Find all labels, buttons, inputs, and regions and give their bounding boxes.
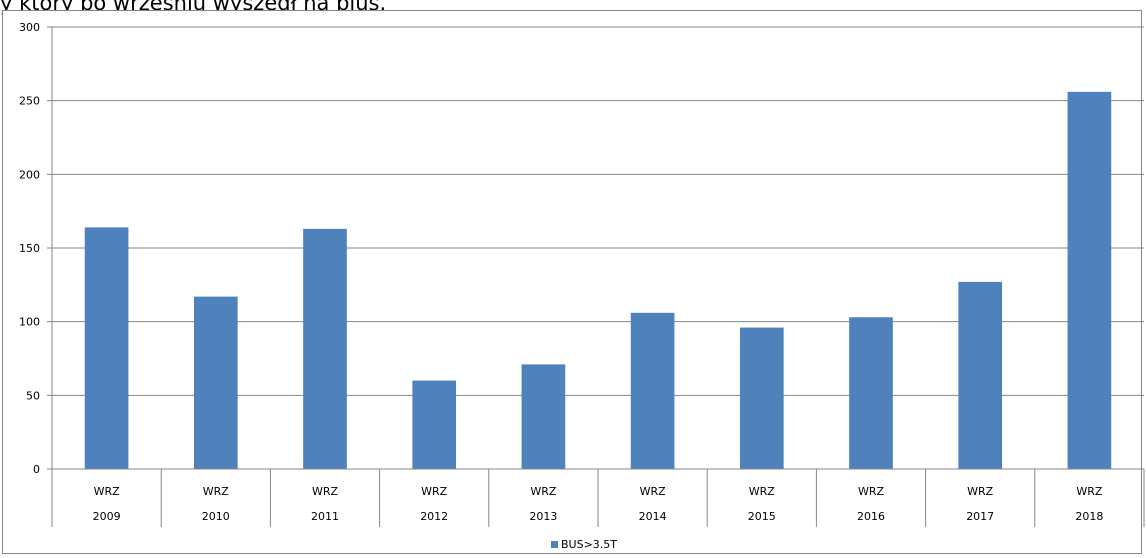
x-tick-label-month: WRZ: [312, 485, 339, 498]
bar: [303, 228, 347, 469]
x-tick-label-month: WRZ: [858, 485, 885, 498]
bar: [193, 296, 238, 469]
y-tick-label: 50: [26, 389, 40, 402]
x-tick-label-year: 2017: [966, 510, 994, 523]
x-tick-label-year: 2013: [529, 510, 557, 523]
x-tick-label-month: WRZ: [421, 485, 448, 498]
y-tick-label: 0: [33, 463, 40, 476]
legend-label: BUS>3.5T: [561, 538, 617, 551]
y-tick-label: 150: [19, 242, 40, 255]
x-tick-label-year: 2009: [93, 510, 121, 523]
bar: [1067, 91, 1112, 470]
bar: [630, 312, 675, 469]
x-tick-label-year: 2016: [857, 510, 885, 523]
y-tick-label: 100: [19, 316, 40, 329]
x-tick-label-year: 2012: [420, 510, 448, 523]
x-tick-label-year: 2018: [1075, 510, 1103, 523]
x-tick-label-year: 2015: [748, 510, 776, 523]
x-tick-label-month: WRZ: [749, 485, 776, 498]
category-table: WRZ 2009 WRZ 2010 WRZ 2011 WRZ 2012 WRZ 2013 WRZ 20…: [51, 469, 1145, 527]
bar: [849, 317, 893, 469]
x-tick-label-month: WRZ: [640, 485, 667, 498]
bar: [521, 364, 566, 469]
y-tick-label: 300: [19, 21, 40, 34]
bar: [412, 380, 457, 469]
x-tick-label-month: WRZ: [530, 485, 557, 498]
y-tick-label: 200: [19, 168, 40, 181]
legend: BUS>3.5T: [551, 538, 617, 551]
x-tick-label-month: WRZ: [203, 485, 230, 498]
y-tick-label: 250: [19, 95, 40, 108]
x-tick-label-year: 2010: [202, 510, 230, 523]
legend-swatch: [551, 541, 558, 548]
x-tick-label-year: 2011: [311, 510, 339, 523]
x-tick-label-year: 2014: [639, 510, 667, 523]
bars: [84, 91, 1112, 470]
bar: [958, 281, 1003, 469]
bar: [739, 327, 784, 469]
x-tick-label-month: WRZ: [1076, 485, 1103, 498]
bar: [84, 227, 129, 469]
y-tick-labels: 0 50 100 150 200 250 300: [19, 21, 40, 476]
x-tick-label-month: WRZ: [94, 485, 121, 498]
x-tick-label-month: WRZ: [967, 485, 994, 498]
